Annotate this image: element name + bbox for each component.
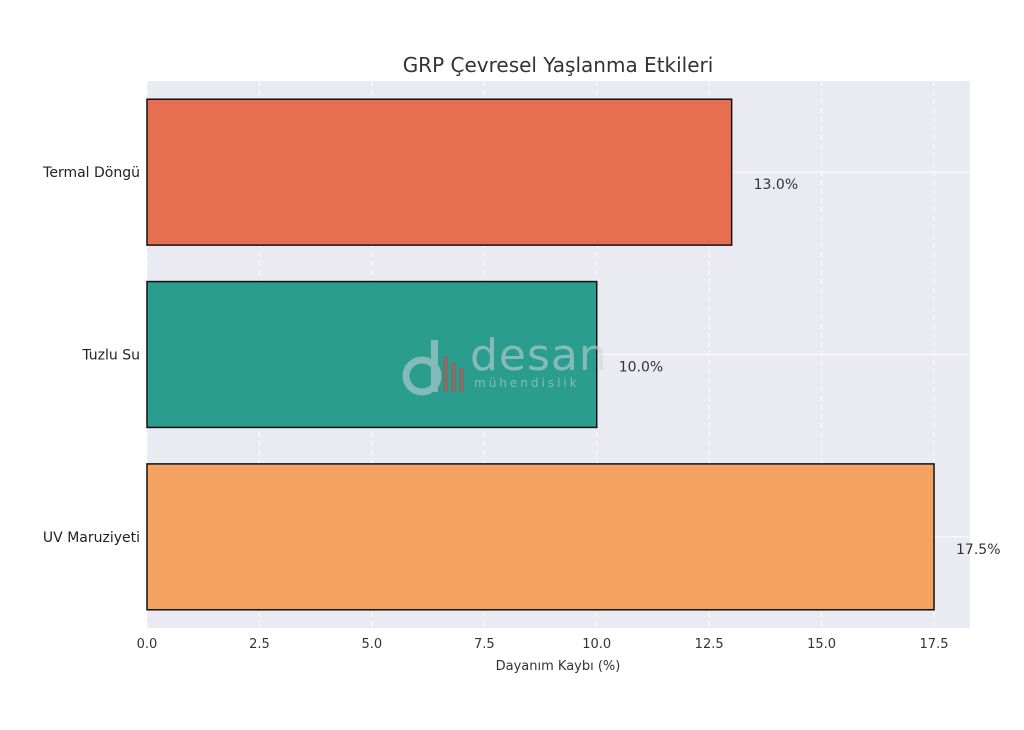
data-label: 13.0% [754, 177, 798, 193]
bar-2 [146, 280, 598, 429]
x-tick-label: 2.5 [249, 637, 270, 652]
x-axis-label: Dayanım Kaybı (%) [496, 659, 621, 674]
watermark-mark-icon [402, 340, 464, 396]
category-label: Tuzlu Su [81, 348, 140, 364]
watermark-subtitle: mühendislik [474, 376, 580, 390]
x-tick-label: 17.5 [920, 637, 949, 652]
bar-3 [146, 463, 935, 611]
category-label: Termal Döngü [42, 165, 140, 181]
watermark-logo: desan mühendislik [400, 330, 630, 398]
labels: 0.0 2.5 5.0 7.5 10.0 12.5 15.0 17.5 Termal Döngü… [42, 165, 1000, 652]
chart-title: GRP Çevresel Yaşlanma Etkileri [403, 53, 714, 77]
category-label: UV Maruziyeti [43, 530, 140, 546]
watermark-word: desan [470, 330, 608, 381]
data-label: 17.5% [956, 542, 1000, 558]
bars [146, 98, 935, 611]
bar-1 [146, 98, 733, 246]
x-tick-label: 7.5 [474, 637, 495, 652]
x-tick-label: 15.0 [807, 637, 836, 652]
x-tick-label: 12.5 [695, 637, 724, 652]
x-tick-label: 5.0 [362, 637, 383, 652]
x-tick-label: 10.0 [582, 637, 611, 652]
data-label: 10.0% [619, 360, 663, 376]
x-tick-label: 0.0 [137, 637, 158, 652]
